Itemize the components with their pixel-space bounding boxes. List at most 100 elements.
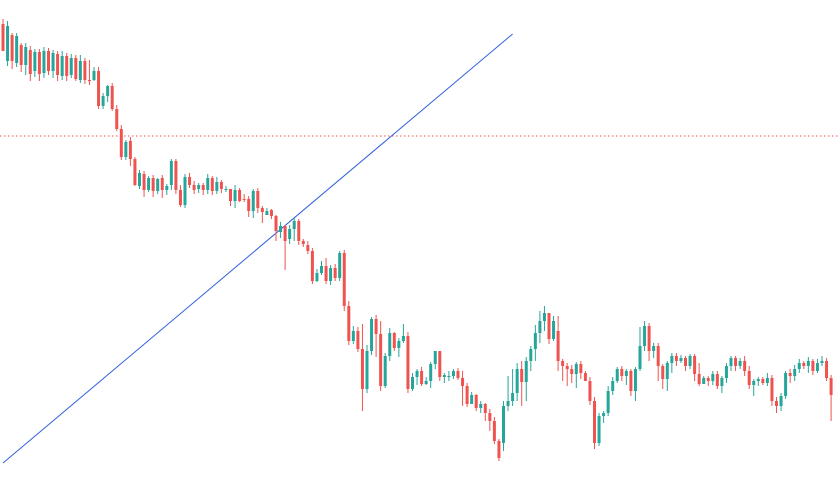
candle-down [47,48,50,75]
candle-body [92,71,96,80]
candle-down [747,366,751,389]
candle-down [420,367,424,386]
candle-up [169,159,173,190]
candle-body [333,268,337,278]
candle-body [643,326,647,346]
candle-body [247,199,251,211]
candle-body [65,56,69,76]
candle-up [265,208,269,215]
candle-down [661,364,665,389]
candle-body [688,356,692,366]
candle-body [124,142,128,157]
candle-body [379,334,383,386]
candle-down [465,383,469,407]
candle-body [765,378,769,383]
candle-body [465,386,469,404]
candle-down [556,316,560,371]
candle-down [342,250,346,311]
candle-body [797,363,801,369]
candle-body [288,229,292,239]
candle-body [674,356,678,361]
candle-up [638,327,642,371]
candle-body [110,86,114,109]
candle-down [97,67,101,109]
candle-up [533,325,537,361]
candle-up [793,365,797,381]
candle-down [693,354,697,381]
candle-up [401,324,405,343]
candle-down [160,175,164,198]
candle-body [292,221,296,229]
candle-body [488,413,492,421]
candle-up [784,371,788,399]
candle-up [6,21,10,66]
candle-body [538,321,542,333]
candle-body [647,326,651,351]
candle-up [397,338,401,357]
candle-body [188,177,192,185]
candle-body [128,141,132,159]
candle-down [715,371,719,389]
candle-body [78,61,82,80]
candle-body [47,51,50,71]
candle-up [511,369,515,406]
candle-down [87,60,91,85]
candle-body [28,50,32,74]
candle-body [383,356,387,386]
candle-down [488,409,492,431]
candle-down [324,258,328,284]
candle-body [338,253,342,278]
candle-body [533,333,537,349]
candle-up [711,371,715,385]
candle-up [529,346,533,371]
candle-body [720,378,724,386]
candle-up [101,93,105,109]
candle-body [101,96,105,106]
candle-body [215,182,219,191]
candle-body [620,369,624,376]
candle-up [756,377,760,386]
candle-up [670,353,674,373]
candle-body [447,376,451,377]
candle-up [442,373,446,383]
candle-body [574,364,578,374]
candle-body [74,58,78,79]
candle-body [365,351,369,389]
candle-up [606,386,610,416]
candle-down [761,377,765,385]
trendline-layer [2,33,513,464]
candle-body [633,369,637,391]
candle-down [301,239,305,247]
candle-body [420,371,424,384]
candle-body [401,336,405,341]
candle-body [165,186,169,190]
candle-body [624,371,628,376]
candle-body [329,268,333,281]
candle-body [156,179,160,191]
candle-down [811,359,815,375]
candle-up [370,317,374,355]
candle-body [602,413,606,416]
candle-down [706,376,710,386]
candle-body [106,86,110,96]
candle-up [720,376,724,393]
candle-down [629,369,633,396]
candle-body [183,177,187,205]
candle-up [156,178,160,194]
candle-down [283,225,287,270]
candle-body [60,56,64,76]
candle-up [224,186,228,192]
candle-body [606,391,610,413]
candle-down [229,189,232,206]
candle-body [415,371,419,377]
candle-body [806,361,810,366]
candle-up [433,351,437,369]
candle-down [128,137,132,166]
candle-down [219,180,223,193]
candle-body [174,161,178,190]
candle-body [238,190,242,201]
candle-up [524,357,528,401]
candle-down [174,159,178,194]
candle-body [274,216,278,231]
